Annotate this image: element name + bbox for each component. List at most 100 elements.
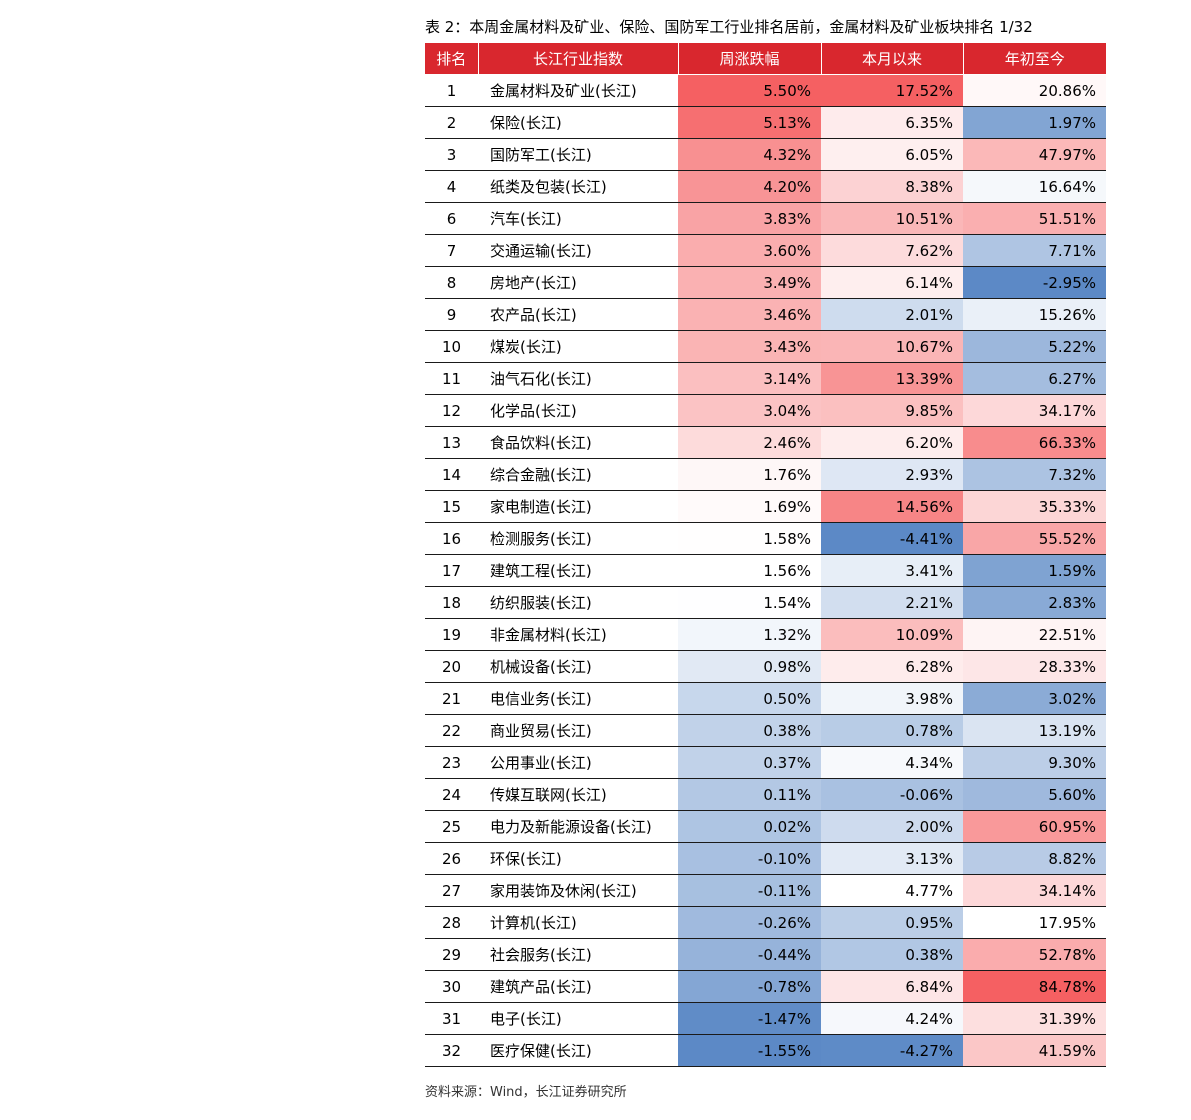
source-note: 资料来源：Wind，长江证券研究所: [425, 1085, 627, 1100]
industry-name-cell: 检测服务(长江): [478, 522, 678, 555]
rank-cell: 21: [425, 682, 478, 715]
table-body: 1 金属材料及矿业(长江) 5.50% 17.52% 20.86% 2 保险(长江) 5.13…: [425, 74, 1106, 1067]
weekly-change-cell: 0.37%: [678, 746, 821, 779]
month-to-date-cell: 6.20%: [821, 426, 963, 459]
table-row: 14 综合金融(长江) 1.76% 2.93% 7.32%: [425, 458, 1106, 491]
weekly-change-cell: 5.13%: [678, 106, 821, 139]
table-row: 13 食品饮料(长江) 2.46% 6.20% 66.33%: [425, 426, 1106, 459]
table-row: 3 国防军工(长江) 4.32% 6.05% 47.97%: [425, 138, 1106, 171]
rank-cell: 6: [425, 202, 478, 235]
month-to-date-cell: 8.38%: [821, 170, 963, 203]
weekly-change-cell: 3.43%: [678, 330, 821, 363]
industry-name-cell: 家用装饰及休闲(长江): [478, 874, 678, 907]
industry-name-cell: 汽车(长江): [478, 202, 678, 235]
month-to-date-cell: -4.41%: [821, 522, 963, 555]
weekly-change-cell: -1.47%: [678, 1002, 821, 1035]
table-row: 16 检测服务(长江) 1.58% -4.41% 55.52%: [425, 522, 1106, 555]
weekly-change-cell: 1.54%: [678, 586, 821, 619]
month-to-date-cell: 6.84%: [821, 970, 963, 1003]
month-to-date-cell: 6.05%: [821, 138, 963, 171]
industry-name-cell: 电信业务(长江): [478, 682, 678, 715]
year-to-date-cell: 7.32%: [963, 458, 1106, 491]
industry-name-cell: 房地产(长江): [478, 266, 678, 299]
rank-cell: 3: [425, 138, 478, 171]
weekly-change-cell: 0.50%: [678, 682, 821, 715]
month-to-date-cell: 4.34%: [821, 746, 963, 779]
weekly-change-cell: 4.20%: [678, 170, 821, 203]
table-row: 2 保险(长江) 5.13% 6.35% 1.97%: [425, 106, 1106, 139]
table-row: 17 建筑工程(长江) 1.56% 3.41% 1.59%: [425, 554, 1106, 587]
industry-name-cell: 交通运输(长江): [478, 234, 678, 267]
rank-cell: 31: [425, 1002, 478, 1035]
year-to-date-cell: 34.17%: [963, 394, 1106, 427]
industry-name-cell: 纸类及包装(长江): [478, 170, 678, 203]
industry-name-cell: 综合金融(长江): [478, 458, 678, 491]
table-row: 23 公用事业(长江) 0.37% 4.34% 9.30%: [425, 746, 1106, 779]
table-row: 9 农产品(长江) 3.46% 2.01% 15.26%: [425, 298, 1106, 331]
table-header: 排名 长江行业指数 周涨跌幅 本月以来 年初至今: [425, 43, 1106, 75]
industry-name-cell: 商业贸易(长江): [478, 714, 678, 747]
industry-name-cell: 建筑产品(长江): [478, 970, 678, 1003]
rank-cell: 1: [425, 74, 478, 107]
rank-cell: 32: [425, 1034, 478, 1067]
rank-cell: 16: [425, 522, 478, 555]
table-row: 25 电力及新能源设备(长江) 0.02% 2.00% 60.95%: [425, 810, 1106, 843]
weekly-change-cell: -0.44%: [678, 938, 821, 971]
year-to-date-cell: 84.78%: [963, 970, 1106, 1003]
weekly-change-cell: 3.14%: [678, 362, 821, 395]
table-row: 21 电信业务(长江) 0.50% 3.98% 3.02%: [425, 682, 1106, 715]
industry-name-cell: 建筑工程(长江): [478, 554, 678, 587]
rank-cell: 26: [425, 842, 478, 875]
rank-cell: 27: [425, 874, 478, 907]
industry-name-cell: 家电制造(长江): [478, 490, 678, 523]
rank-cell: 11: [425, 362, 478, 395]
table-row: 18 纺织服装(长江) 1.54% 2.21% 2.83%: [425, 586, 1106, 619]
industry-name-cell: 电子(长江): [478, 1002, 678, 1035]
rank-cell: 25: [425, 810, 478, 843]
industry-name-cell: 公用事业(长江): [478, 746, 678, 779]
header-year-to-date: 年初至今: [962, 43, 1106, 75]
rank-cell: 2: [425, 106, 478, 139]
table-row: 11 油气石化(长江) 3.14% 13.39% 6.27%: [425, 362, 1106, 395]
rank-cell: 18: [425, 586, 478, 619]
year-to-date-cell: 15.26%: [963, 298, 1106, 331]
rank-cell: 17: [425, 554, 478, 587]
weekly-change-cell: -0.78%: [678, 970, 821, 1003]
year-to-date-cell: 41.59%: [963, 1034, 1106, 1067]
rank-cell: 9: [425, 298, 478, 331]
rank-cell: 28: [425, 906, 478, 939]
rank-cell: 30: [425, 970, 478, 1003]
month-to-date-cell: 3.98%: [821, 682, 963, 715]
rank-cell: 4: [425, 170, 478, 203]
rank-cell: 29: [425, 938, 478, 971]
weekly-change-cell: 0.38%: [678, 714, 821, 747]
table-row: 31 电子(长江) -1.47% 4.24% 31.39%: [425, 1002, 1106, 1035]
industry-name-cell: 食品饮料(长江): [478, 426, 678, 459]
year-to-date-cell: 2.83%: [963, 586, 1106, 619]
table-row: 15 家电制造(长江) 1.69% 14.56% 35.33%: [425, 490, 1106, 523]
table-caption: 表 2：本周金属材料及矿业、保险、国防军工行业排名居前，金属材料及矿业板块排名 …: [425, 18, 1033, 36]
month-to-date-cell: 3.13%: [821, 842, 963, 875]
table-row: 28 计算机(长江) -0.26% 0.95% 17.95%: [425, 906, 1106, 939]
table-row: 10 煤炭(长江) 3.43% 10.67% 5.22%: [425, 330, 1106, 363]
rank-cell: 12: [425, 394, 478, 427]
weekly-change-cell: 1.76%: [678, 458, 821, 491]
year-to-date-cell: 52.78%: [963, 938, 1106, 971]
month-to-date-cell: 6.35%: [821, 106, 963, 139]
rank-cell: 22: [425, 714, 478, 747]
header-weekly-change: 周涨跌幅: [677, 43, 821, 75]
table-row: 29 社会服务(长江) -0.44% 0.38% 52.78%: [425, 938, 1106, 971]
rank-cell: 19: [425, 618, 478, 651]
weekly-change-cell: 5.50%: [678, 74, 821, 107]
industry-name-cell: 电力及新能源设备(长江): [478, 810, 678, 843]
year-to-date-cell: 3.02%: [963, 682, 1106, 715]
table-row: 4 纸类及包装(长江) 4.20% 8.38% 16.64%: [425, 170, 1106, 203]
month-to-date-cell: 2.93%: [821, 458, 963, 491]
month-to-date-cell: 2.01%: [821, 298, 963, 331]
weekly-change-cell: 0.11%: [678, 778, 821, 811]
month-to-date-cell: -0.06%: [821, 778, 963, 811]
month-to-date-cell: 9.85%: [821, 394, 963, 427]
month-to-date-cell: 6.28%: [821, 650, 963, 683]
weekly-change-cell: 3.04%: [678, 394, 821, 427]
rank-cell: 20: [425, 650, 478, 683]
